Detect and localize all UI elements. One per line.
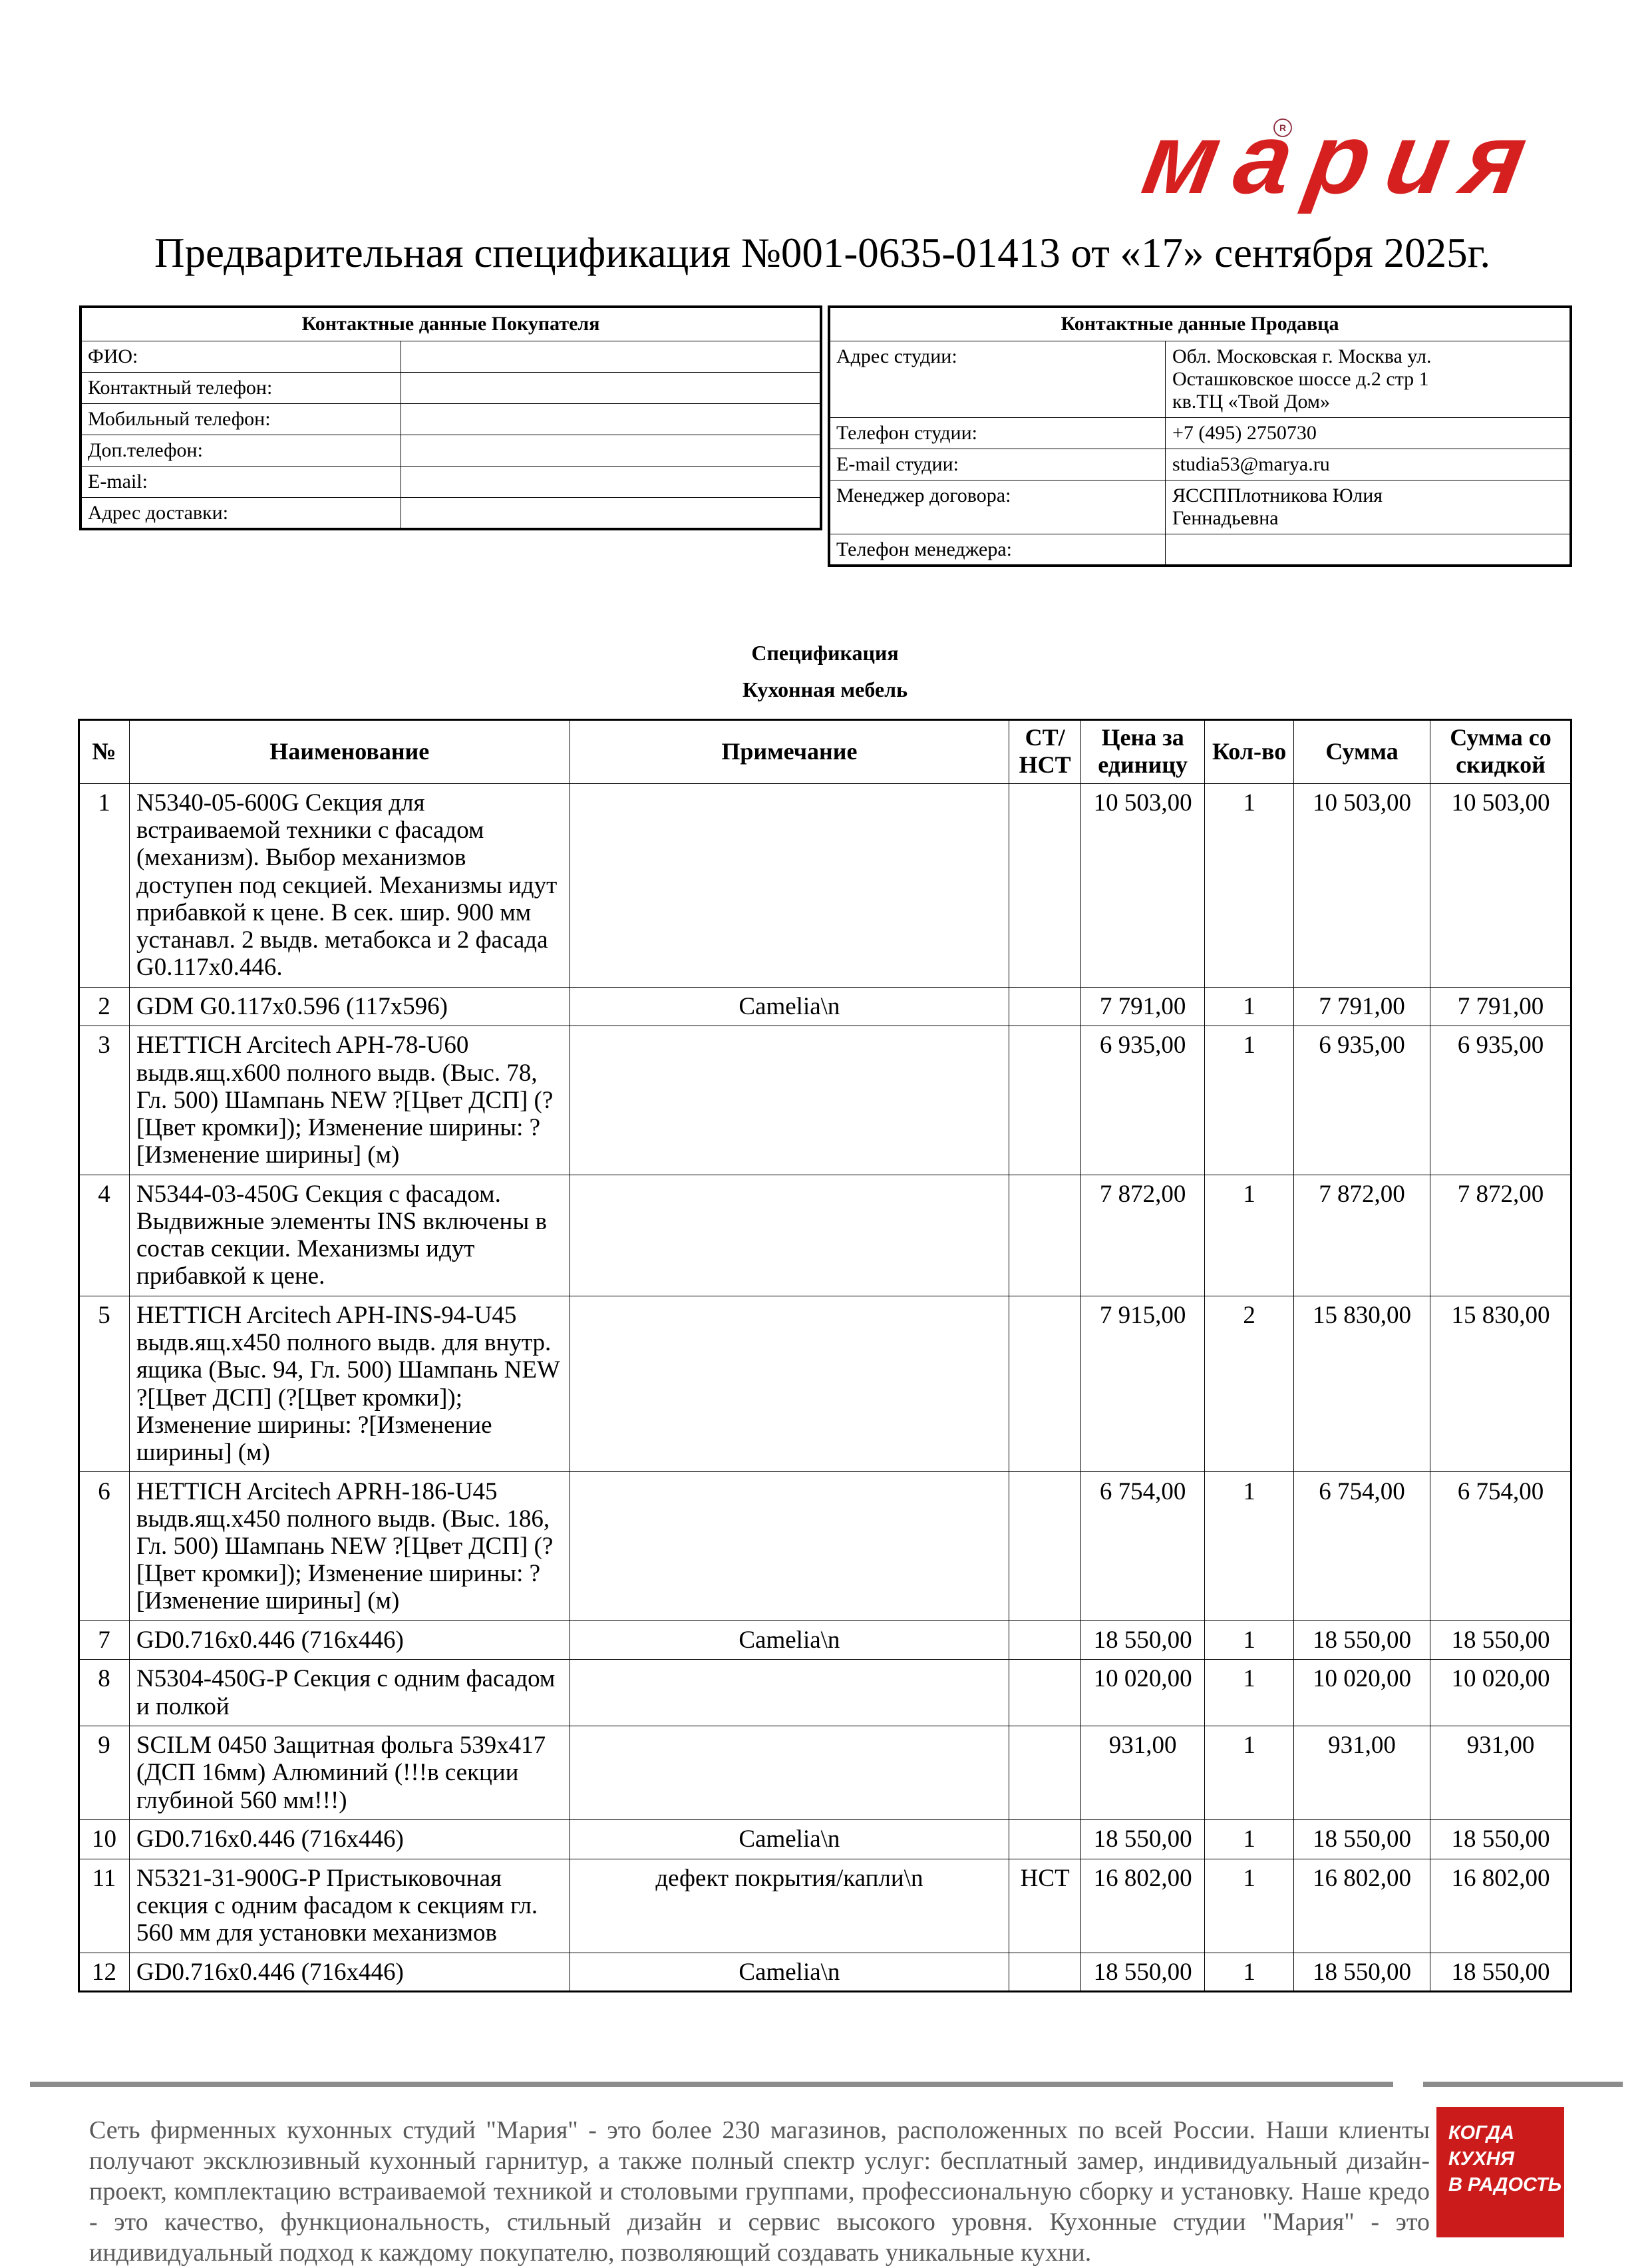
svg-text:мария: мария [1136, 103, 1552, 215]
svg-text:R: R [1279, 122, 1286, 133]
